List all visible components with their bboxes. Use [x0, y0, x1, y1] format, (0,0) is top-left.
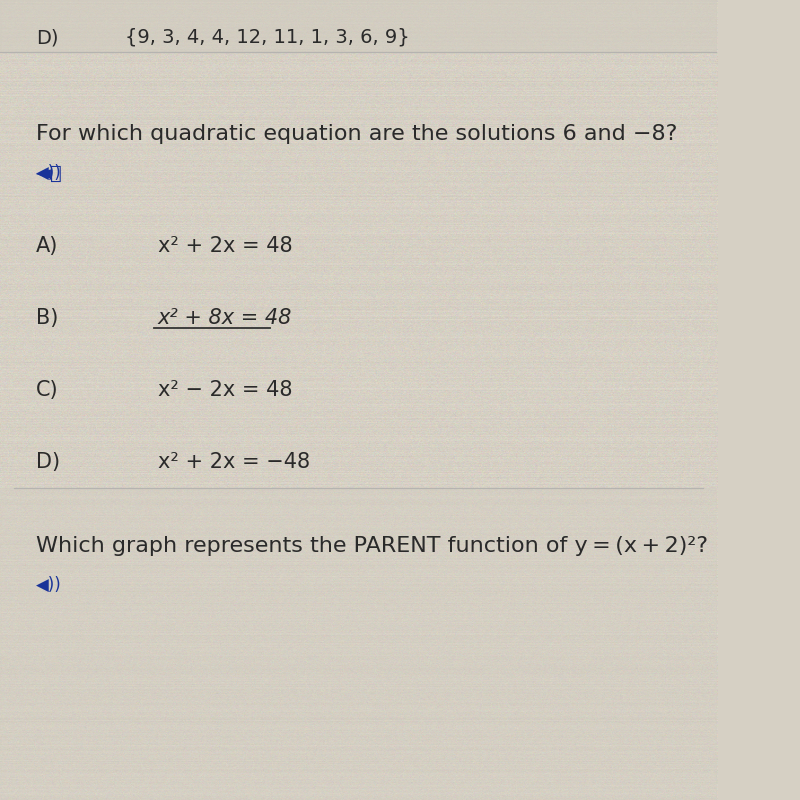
Text: A): A): [36, 236, 58, 256]
Text: x² + 2x = 48: x² + 2x = 48: [158, 236, 292, 256]
Text: B): B): [36, 308, 58, 328]
Text: ◄⧗: ◄⧗: [36, 164, 62, 183]
Text: For which quadratic equation are the solutions 6 and −8?: For which quadratic equation are the sol…: [36, 124, 678, 144]
Text: C): C): [36, 380, 58, 400]
Text: {9, 3, 4, 4, 12, 11, 1, 3, 6, 9}: {9, 3, 4, 4, 12, 11, 1, 3, 6, 9}: [126, 28, 410, 47]
Text: ◀)): ◀)): [36, 164, 62, 182]
Text: x² + 8x = 48: x² + 8x = 48: [158, 308, 292, 328]
Text: x² − 2x = 48: x² − 2x = 48: [158, 380, 292, 400]
Text: D): D): [36, 28, 58, 47]
Bar: [0, 488, 717, 800]
Text: Which graph represents the PARENT function of y = (x + 2)²?: Which graph represents the PARENT functi…: [36, 536, 708, 556]
Text: D): D): [36, 452, 60, 472]
Text: ◀)): ◀)): [36, 576, 62, 594]
Bar: [0, 0, 717, 52]
Text: x² + 2x = −48: x² + 2x = −48: [158, 452, 310, 472]
